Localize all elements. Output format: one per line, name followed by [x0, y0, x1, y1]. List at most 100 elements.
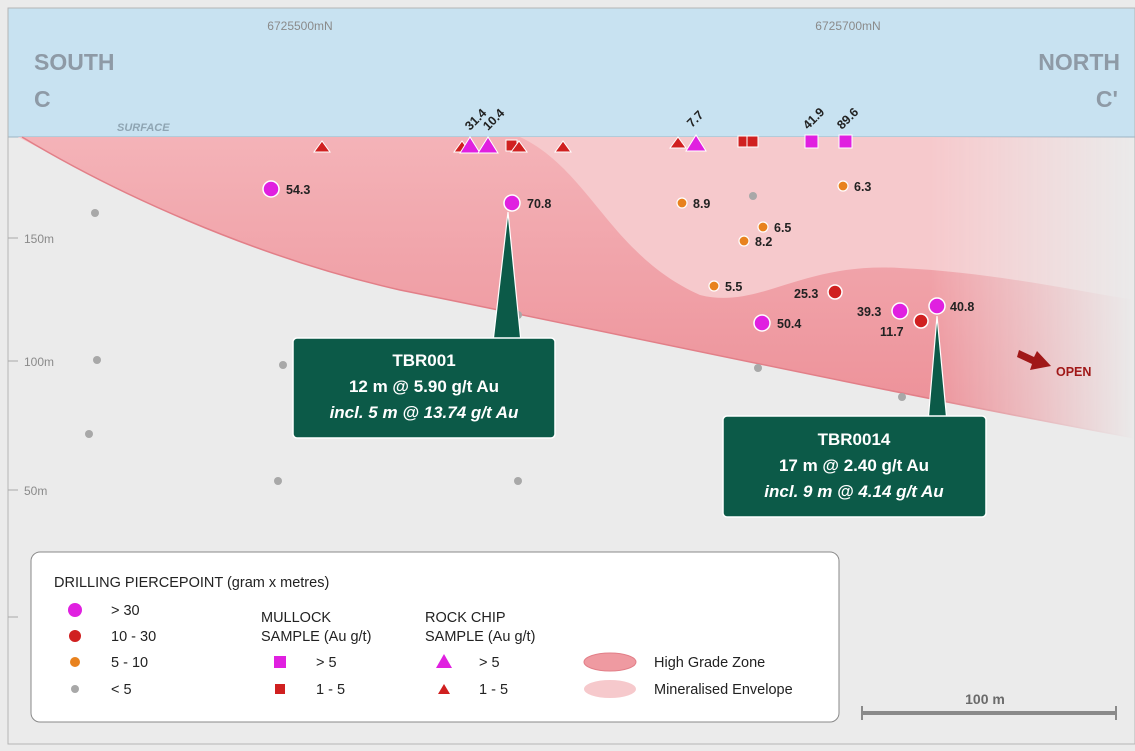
north-section-letter: C'	[1096, 86, 1118, 112]
legend-rock-chip-1-5-swatch	[438, 684, 450, 694]
r5-10-point	[757, 221, 769, 233]
lt5-point	[85, 430, 93, 438]
legend-5-10-swatch	[70, 657, 80, 667]
drill-value-label: 6.3	[854, 180, 871, 194]
r5-10-point	[738, 235, 750, 247]
legend-lt5-swatch	[71, 685, 79, 693]
legend-drilling-label: > 30	[111, 603, 140, 619]
legend-mullock-label: > 5	[316, 655, 337, 671]
drill-value-label: 11.7	[880, 325, 904, 339]
drill-value-label: 40.8	[950, 300, 974, 314]
scale-bar-label: 100 m	[965, 691, 1005, 707]
drill-value-label: 70.8	[527, 197, 551, 211]
callout-including: incl. 9 m @ 4.14 g/t Au	[764, 482, 944, 501]
north-label: NORTH	[1038, 49, 1120, 75]
lt5-point	[279, 361, 287, 369]
mullock-gt5-marker	[838, 134, 853, 149]
drill-value-label: 5.5	[725, 280, 742, 294]
mullock-1-5-marker	[746, 135, 759, 148]
open-arrow-icon	[1017, 350, 1051, 370]
surface-samples	[313, 134, 853, 154]
legend-zone-label: Mineralised Envelope	[654, 682, 793, 698]
north-coordinate-2: 6725700mN	[815, 19, 880, 33]
elevation-label: 100m	[24, 355, 54, 369]
legend-drilling-label: 10 - 30	[111, 629, 156, 645]
legend-high-grade-swatch	[583, 652, 637, 672]
rock-chip-gt5-marker	[459, 136, 481, 154]
rock-chip-gt5-marker	[685, 134, 707, 152]
elevation-label: 150m	[24, 232, 54, 246]
gt30-point	[262, 180, 280, 198]
callout-tbr001: TBR001 12 m @ 5.90 g/t Au incl. 5 m @ 13…	[292, 337, 556, 439]
drill-value-label: 54.3	[286, 183, 310, 197]
surface-label: SURFACE	[117, 122, 170, 134]
drill-value-label: 8.2	[755, 235, 772, 249]
legend-rock-chip-subtitle: SAMPLE (Au g/t)	[425, 629, 535, 645]
sky-area	[8, 8, 1135, 137]
drill-value-label: 6.5	[774, 221, 791, 235]
gt30-point	[503, 194, 521, 212]
r10-30-point	[827, 284, 843, 300]
rock-chip-1-5-marker	[669, 136, 687, 149]
legend-rock-chip-gt5-swatch	[436, 654, 452, 668]
legend-mullock-gt5-swatch	[274, 656, 286, 668]
legend-zone-label: High Grade Zone	[654, 655, 765, 671]
legend-mullock-label: 1 - 5	[316, 682, 345, 698]
south-label: SOUTH	[34, 49, 115, 75]
legend-mullock-title: MULLOCK	[261, 610, 331, 626]
lt5-point	[274, 477, 282, 485]
legend-rock-chip-title: ROCK CHIP	[425, 610, 506, 626]
legend-drilling-label: 5 - 10	[111, 655, 148, 671]
callout-intercept: 17 m @ 2.40 g/t Au	[779, 456, 929, 475]
elevation-axis: 150m 100m 50m	[8, 232, 54, 618]
legend-mullock-1-5-swatch	[275, 684, 285, 694]
r5-10-point	[708, 280, 720, 292]
legend-box	[30, 551, 840, 723]
legend-rock-chip-label: > 5	[479, 655, 500, 671]
gt30-point	[928, 297, 946, 315]
callout-box	[292, 337, 556, 439]
legend-10-30-swatch	[69, 630, 81, 642]
callout-hole-id: TBR0014	[818, 430, 891, 449]
callout-hole-id: TBR001	[392, 351, 455, 370]
high-grade-zone	[22, 137, 1135, 438]
elevation-label: 50m	[24, 484, 47, 498]
rock-chip-1-5-marker	[554, 140, 572, 153]
south-section-letter: C	[34, 86, 51, 112]
scale-bar: 100 m	[861, 691, 1117, 720]
callout-tbr0014: TBR0014 17 m @ 2.40 g/t Au incl. 9 m @ 4…	[722, 415, 987, 518]
drill-piercepoints	[262, 180, 946, 332]
rock-chip-gt5-marker	[477, 136, 499, 154]
legend-gt30-swatch	[68, 603, 82, 617]
lt5-point	[754, 364, 762, 372]
r5-10-point	[676, 197, 688, 209]
lt5-point	[91, 209, 99, 217]
legend: DRILLING PIERCEPOINT (gram x metres) > 3…	[30, 551, 840, 723]
envelope-base-line	[21, 136, 1135, 439]
rock-chip-1-5-marker	[510, 140, 528, 153]
gt30-point	[753, 314, 771, 332]
frame-border	[7, 7, 1135, 745]
gt30-point	[891, 302, 909, 320]
legend-drilling-label: < 5	[111, 682, 132, 698]
drill-value-label: 39.3	[857, 305, 881, 319]
lt5-point	[514, 477, 522, 485]
callout-intercept: 12 m @ 5.90 g/t Au	[349, 377, 499, 396]
lt5-point	[749, 192, 757, 200]
r5-10-point	[837, 180, 849, 192]
mullock-gt5-marker	[804, 134, 819, 149]
legend-envelope-swatch	[584, 680, 636, 698]
legend-mullock-subtitle: SAMPLE (Au g/t)	[261, 629, 371, 645]
drill-value-label: 8.9	[693, 197, 710, 211]
north-coordinate-1: 6725500mN	[267, 19, 332, 33]
rock-chip-1-5-marker	[313, 140, 331, 153]
legend-rock-chip-label: 1 - 5	[479, 682, 508, 698]
callout-including: incl. 5 m @ 13.74 g/t Au	[330, 403, 519, 422]
open-label: OPEN	[1056, 365, 1091, 379]
legend-drilling-title: DRILLING PIERCEPOINT (gram x metres)	[54, 575, 329, 591]
drill-value-label: 50.4	[777, 317, 801, 331]
r10-30-point	[913, 313, 929, 329]
callout-box	[722, 415, 987, 518]
